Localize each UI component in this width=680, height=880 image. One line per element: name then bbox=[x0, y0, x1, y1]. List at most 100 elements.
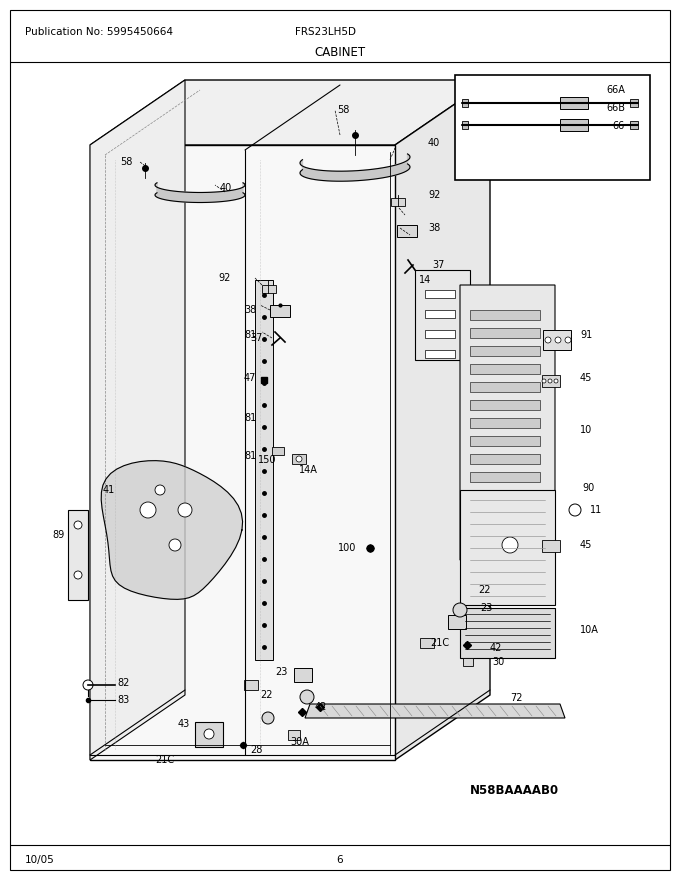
Circle shape bbox=[569, 504, 581, 516]
Text: 100: 100 bbox=[338, 543, 356, 553]
Polygon shape bbox=[462, 121, 468, 129]
Bar bbox=[255, 280, 273, 660]
Bar bbox=[542, 375, 560, 387]
Polygon shape bbox=[300, 154, 410, 181]
Text: 11: 11 bbox=[590, 505, 602, 515]
Polygon shape bbox=[101, 460, 243, 599]
Bar bbox=[470, 418, 540, 428]
Bar bbox=[470, 310, 540, 320]
Text: 40: 40 bbox=[428, 138, 440, 148]
Text: 66: 66 bbox=[612, 121, 624, 131]
Polygon shape bbox=[90, 80, 490, 145]
Text: 22: 22 bbox=[260, 690, 273, 700]
Circle shape bbox=[542, 379, 546, 383]
Circle shape bbox=[548, 379, 552, 383]
Polygon shape bbox=[395, 80, 490, 760]
Bar bbox=[470, 400, 540, 410]
Circle shape bbox=[74, 521, 82, 529]
Text: 38: 38 bbox=[428, 223, 440, 233]
Text: 6: 6 bbox=[337, 855, 343, 865]
Bar bbox=[262, 285, 276, 293]
Bar bbox=[560, 97, 588, 109]
Text: 43: 43 bbox=[178, 719, 190, 729]
Text: 10: 10 bbox=[580, 425, 592, 435]
Circle shape bbox=[453, 603, 467, 617]
Circle shape bbox=[554, 379, 558, 383]
Bar bbox=[272, 447, 284, 455]
Circle shape bbox=[155, 485, 165, 495]
Text: 91: 91 bbox=[580, 330, 592, 340]
Polygon shape bbox=[460, 285, 555, 560]
Circle shape bbox=[178, 503, 192, 517]
Text: N58BAAAAB0: N58BAAAAB0 bbox=[470, 783, 559, 796]
Bar bbox=[470, 382, 540, 392]
Bar bbox=[425, 350, 455, 358]
Bar bbox=[397, 225, 417, 237]
Circle shape bbox=[300, 690, 314, 704]
Bar bbox=[542, 540, 560, 552]
Text: 45: 45 bbox=[580, 540, 592, 550]
Bar bbox=[460, 490, 555, 605]
Bar bbox=[470, 346, 540, 356]
Bar bbox=[292, 454, 306, 464]
Polygon shape bbox=[415, 270, 470, 360]
Text: 89: 89 bbox=[52, 530, 64, 540]
Polygon shape bbox=[155, 183, 245, 202]
Bar bbox=[425, 310, 455, 318]
Bar bbox=[420, 638, 434, 648]
Circle shape bbox=[83, 680, 93, 690]
Text: 81: 81 bbox=[244, 451, 256, 461]
Text: 58: 58 bbox=[337, 105, 350, 115]
Text: 66A: 66A bbox=[606, 85, 625, 95]
Text: 81: 81 bbox=[244, 413, 256, 423]
Circle shape bbox=[204, 729, 214, 739]
Circle shape bbox=[555, 337, 561, 343]
Text: 58: 58 bbox=[120, 157, 133, 167]
Polygon shape bbox=[90, 80, 185, 760]
Polygon shape bbox=[630, 99, 638, 107]
Text: Publication No: 5995450664: Publication No: 5995450664 bbox=[25, 27, 173, 37]
Polygon shape bbox=[305, 704, 565, 718]
Bar bbox=[460, 608, 555, 658]
Bar bbox=[270, 305, 290, 317]
Text: 92: 92 bbox=[428, 190, 441, 200]
Bar bbox=[455, 75, 650, 180]
Bar bbox=[425, 290, 455, 298]
Text: 22: 22 bbox=[478, 585, 490, 595]
Circle shape bbox=[140, 502, 156, 518]
Text: 72: 72 bbox=[510, 693, 522, 703]
Text: 28: 28 bbox=[250, 745, 262, 755]
Text: 23: 23 bbox=[275, 667, 288, 677]
Bar bbox=[195, 722, 223, 747]
Text: 10/05: 10/05 bbox=[25, 855, 55, 865]
Text: 92: 92 bbox=[218, 273, 231, 283]
Circle shape bbox=[74, 571, 82, 579]
Bar bbox=[463, 658, 473, 666]
Bar bbox=[391, 198, 405, 206]
Bar bbox=[470, 436, 540, 446]
Text: 82: 82 bbox=[117, 678, 129, 688]
Bar bbox=[294, 668, 312, 682]
Bar bbox=[470, 472, 540, 482]
Text: 23: 23 bbox=[480, 603, 492, 613]
Bar bbox=[425, 330, 455, 338]
Bar bbox=[68, 510, 88, 600]
Text: 47: 47 bbox=[244, 373, 256, 383]
Text: 21C: 21C bbox=[155, 755, 174, 765]
Text: 30: 30 bbox=[492, 657, 505, 667]
Bar bbox=[448, 615, 466, 629]
Bar bbox=[470, 454, 540, 464]
Bar bbox=[543, 330, 571, 350]
Text: 37: 37 bbox=[432, 260, 444, 270]
Text: FRS23LH5D: FRS23LH5D bbox=[295, 27, 356, 37]
Text: 10A: 10A bbox=[580, 625, 599, 635]
Text: 40: 40 bbox=[220, 183, 233, 193]
Bar bbox=[560, 119, 588, 131]
Circle shape bbox=[262, 712, 274, 724]
Bar bbox=[470, 364, 540, 374]
Bar bbox=[470, 328, 540, 338]
Text: 41: 41 bbox=[103, 485, 115, 495]
Circle shape bbox=[296, 456, 302, 462]
Polygon shape bbox=[90, 145, 395, 760]
Text: 42: 42 bbox=[490, 643, 503, 653]
